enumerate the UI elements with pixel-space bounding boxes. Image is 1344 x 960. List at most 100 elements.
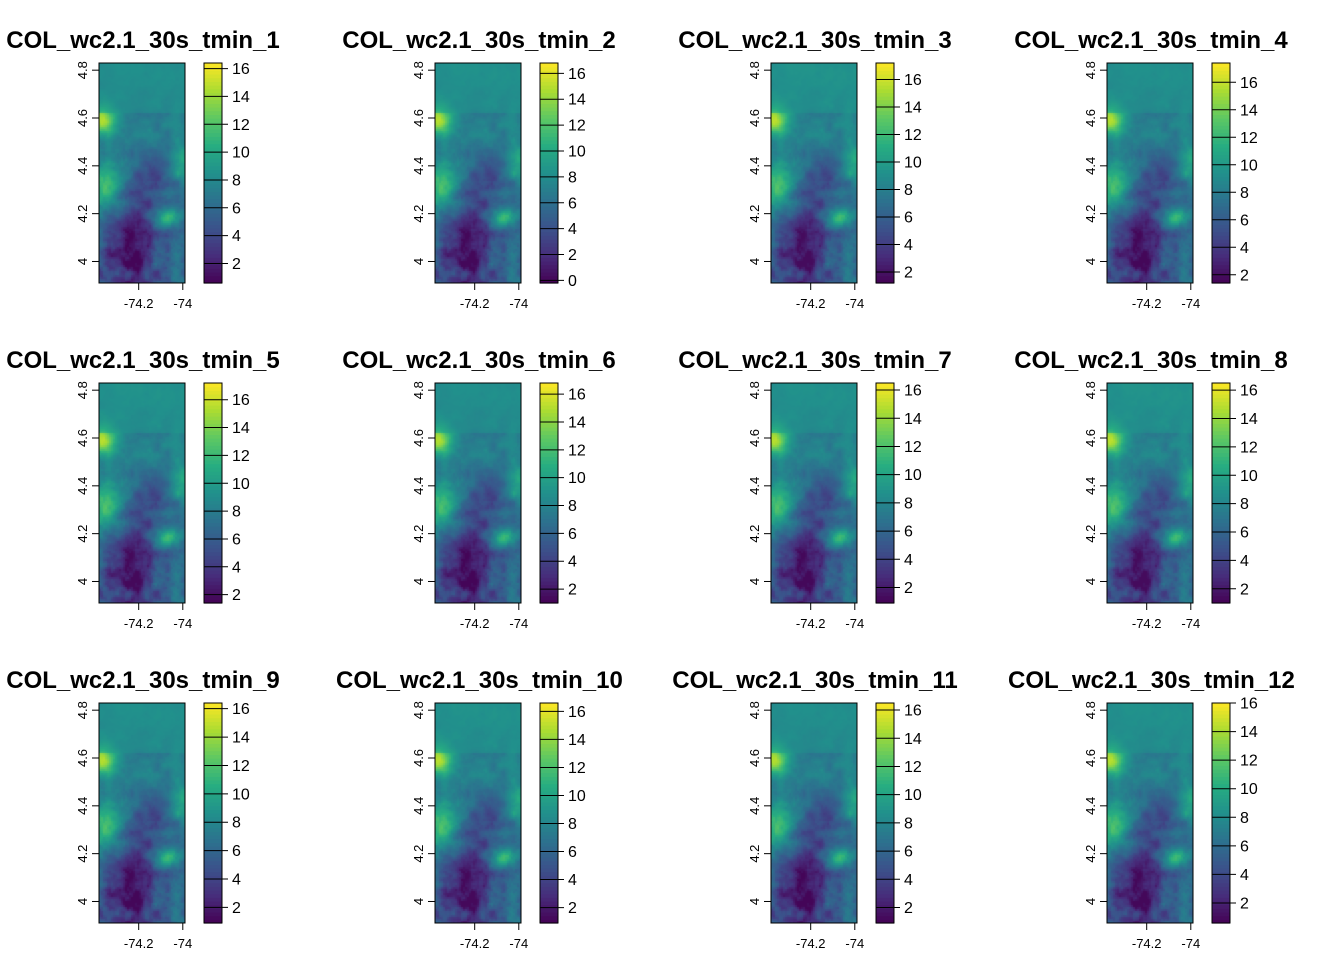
legend-color-band — [876, 427, 894, 432]
legend-color-band — [204, 860, 222, 865]
legend-color-band — [876, 717, 894, 722]
legend-color-band — [1212, 397, 1230, 402]
legend-color-band — [1212, 802, 1230, 807]
legend-color-band — [876, 518, 894, 523]
legend-frame — [539, 62, 559, 284]
legend-color-band — [204, 264, 222, 269]
legend-color-band — [540, 783, 558, 788]
legend-color-band — [1212, 732, 1230, 737]
legend-color-band — [1212, 853, 1230, 858]
legend-color-band — [876, 434, 894, 439]
legend-tick-label: 2 — [232, 587, 241, 604]
legend-color-band — [876, 394, 894, 399]
legend-color-band — [876, 438, 894, 443]
legend-color-band — [204, 732, 222, 737]
legend-color-band — [876, 908, 894, 913]
legend-color-band — [540, 383, 558, 388]
legend-color-band — [540, 147, 558, 152]
legend-color-band — [204, 526, 222, 531]
x-tick-label: -74.2 — [1132, 616, 1162, 631]
legend-color-band — [540, 485, 558, 490]
legend-color-band — [540, 482, 558, 487]
y-tick-label: 4.8 — [1083, 61, 1098, 79]
y-tick-label: 4 — [747, 258, 762, 265]
legend-color-band — [204, 915, 222, 920]
legend-color-band — [876, 441, 894, 446]
y-tick-label: 4.8 — [411, 701, 426, 719]
legend-tick-label: 16 — [1240, 75, 1258, 92]
legend-color-band — [876, 526, 894, 531]
legend-color-band — [204, 401, 222, 406]
map-plot: -74.2 -74 4 4.2 4.4 4.6 4.8 2 4 6 8 10 12 14 16 — [1083, 381, 1258, 631]
legend-color-band — [540, 88, 558, 93]
map-panel: COL_wc2.1_30s_tmin_6 -74.2 -74 4 4.2 4.4 4.6 4.… — [336, 320, 672, 640]
legend-color-band — [204, 408, 222, 413]
legend-color-band — [876, 703, 894, 708]
legend-tick-label: 16 — [1240, 696, 1258, 713]
legend-color-band — [204, 489, 222, 494]
legend-color-band — [876, 261, 894, 266]
legend-color-band — [540, 460, 558, 465]
y-tick-label: 4.2 — [1083, 845, 1098, 863]
legend-tick-label: 14 — [568, 732, 586, 749]
legend-color-band — [204, 423, 222, 428]
legend-color-band — [204, 85, 222, 90]
legend-color-band — [540, 239, 558, 244]
legend-color-band — [876, 496, 894, 501]
legend-color-band — [876, 504, 894, 509]
legend-color-band — [1212, 904, 1230, 909]
legend-color-band — [204, 275, 222, 280]
legend-tick-label: 4 — [568, 872, 577, 889]
legend-color-band — [876, 474, 894, 479]
legend-color-band — [204, 405, 222, 410]
legend-tick-label: 4 — [232, 228, 241, 245]
legend-frame — [875, 702, 895, 924]
y-tick-label: 4.4 — [747, 477, 762, 495]
legend-color-band — [876, 599, 894, 604]
legend-color-band — [1212, 202, 1230, 207]
legend-color-band — [540, 714, 558, 719]
legend-color-band — [1212, 70, 1230, 75]
legend-color-band — [1212, 471, 1230, 476]
legend-color-band — [876, 853, 894, 858]
legend-color-band — [540, 445, 558, 450]
legend-color-band — [876, 555, 894, 560]
legend-tick-label: 8 — [568, 816, 577, 833]
y-tick-label: 4.8 — [75, 701, 90, 719]
x-tick-label: -74 — [1181, 296, 1200, 311]
legend-tick-label: 8 — [904, 495, 913, 512]
legend-color-band — [540, 908, 558, 913]
legend-color-band — [540, 165, 558, 170]
map-plot: -74.2 -74 4 4.2 4.4 4.6 4.8 2 4 6 8 10 12 14 16 — [747, 701, 922, 951]
legend-color-band — [540, 118, 558, 123]
legend-color-band — [876, 725, 894, 730]
legend-color-band — [1212, 224, 1230, 229]
panel-title: COL_wc2.1_30s_tmin_1 — [6, 27, 280, 54]
legend-color-band — [876, 868, 894, 873]
y-tick-label: 4.2 — [747, 845, 762, 863]
legend-color-band — [876, 257, 894, 262]
legend-color-band — [876, 162, 894, 167]
legend-tick-label: 6 — [568, 195, 577, 212]
legend-color-band — [1212, 813, 1230, 818]
legend-color-band — [204, 798, 222, 803]
legend-color-band — [204, 500, 222, 505]
legend-color-band — [876, 99, 894, 104]
legend-color-band — [540, 474, 558, 479]
legend-color-band — [1212, 816, 1230, 821]
legend-color-band — [204, 816, 222, 821]
legend-color-band — [204, 791, 222, 796]
legend-color-band — [876, 761, 894, 766]
legend-color-band — [204, 228, 222, 233]
legend-color-band — [204, 383, 222, 388]
legend-color-band — [204, 88, 222, 93]
legend-color-band — [876, 714, 894, 719]
legend-tick-label: 6 — [232, 531, 241, 548]
legend-color-band — [1212, 537, 1230, 542]
legend-color-band — [204, 74, 222, 79]
legend-color-band — [204, 725, 222, 730]
legend-color-band — [876, 710, 894, 715]
legend-color-band — [204, 224, 222, 229]
legend-color-band — [876, 750, 894, 755]
legend-color-band — [540, 63, 558, 68]
